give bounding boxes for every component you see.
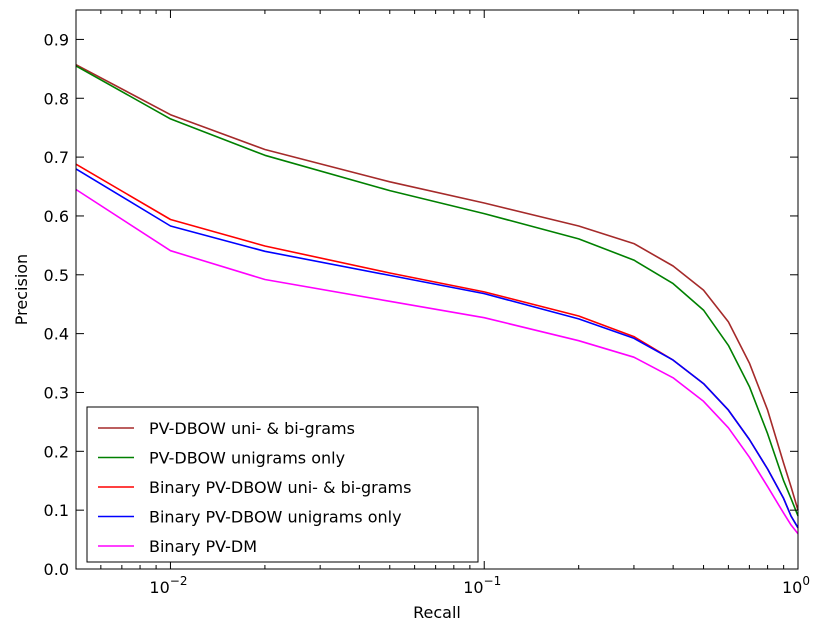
series-line-5 xyxy=(75,188,799,535)
x-axis-label: Recall xyxy=(413,603,461,622)
x-tick-label: 100 xyxy=(782,574,810,597)
y-tick-label: 0.2 xyxy=(44,442,69,461)
y-tick-label: 0.3 xyxy=(44,383,69,402)
x-tick-label: 10−1 xyxy=(463,574,501,597)
y-axis-label: Precision xyxy=(12,254,31,325)
legend: PV-DBOW uni- & bi-grams PV-DBOW unigrams … xyxy=(86,406,479,563)
legend-box xyxy=(86,406,479,563)
y-tick-label: 0.5 xyxy=(44,266,69,285)
y-tick-label: 0.1 xyxy=(44,501,69,520)
y-tick-label: 0.7 xyxy=(44,148,69,167)
x-tick-label: 10−2 xyxy=(149,574,187,597)
legend-label: Binary PV-DBOW uni- & bi-grams xyxy=(149,478,411,497)
legend-label: Binary PV-DM xyxy=(149,537,257,556)
series-line-1 xyxy=(75,63,799,511)
series-layer xyxy=(75,63,799,535)
series-line-4 xyxy=(75,168,799,529)
y-tick-label: 0.9 xyxy=(44,30,69,49)
series-line-2 xyxy=(75,65,799,517)
y-tick-label: 0.0 xyxy=(44,560,69,579)
legend-label: PV-DBOW unigrams only xyxy=(149,449,345,468)
y-tick-label: 0.8 xyxy=(44,89,69,108)
legend-label: Binary PV-DBOW unigrams only xyxy=(149,508,402,527)
plot-frame xyxy=(75,9,799,570)
legend-label: PV-DBOW uni- & bi-grams xyxy=(149,419,355,438)
y-tick-label: 0.4 xyxy=(44,325,69,344)
y-tick-label: 0.6 xyxy=(44,207,69,226)
axis-ticks: 0.0 0.1 0.2 0.3 0.4 0.5 0.6 0.7 0.8 0.9 10−2 10−1 10… xyxy=(44,10,810,597)
